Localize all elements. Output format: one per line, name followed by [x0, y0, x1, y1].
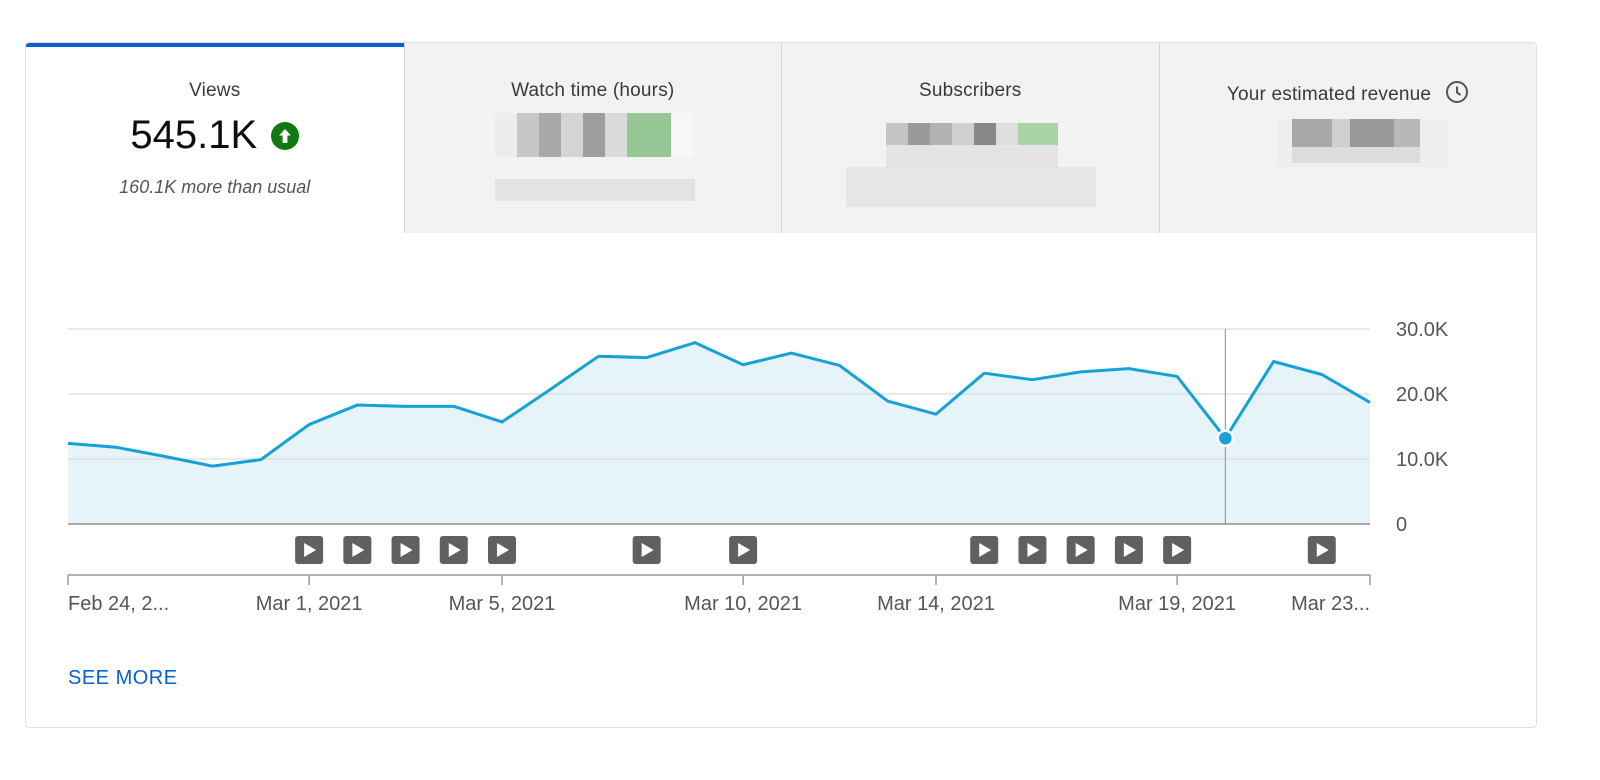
video-marker[interactable] [1018, 536, 1047, 564]
y-tick-label: 20.0K [1396, 384, 1449, 406]
video-marker[interactable] [632, 536, 661, 564]
tab-title-text: Your estimated revenue [1226, 84, 1432, 106]
video-marker[interactable] [391, 536, 420, 564]
video-marker[interactable] [343, 536, 372, 564]
y-tick-label: 10.0K [1396, 449, 1449, 471]
highlight-point [1216, 429, 1235, 447]
tab-title: Watch time (hours) [511, 80, 675, 101]
x-tick-label: Mar 14, 2021 [877, 593, 995, 615]
tab-subscribers[interactable]: Subscribers [781, 43, 1159, 233]
video-marker[interactable] [1066, 536, 1095, 564]
play-icon [448, 543, 461, 557]
views-value: 545.1K [130, 113, 258, 157]
tab-watch-time[interactable]: Watch time (hours) [403, 43, 781, 233]
y-tick-label: 0 [1396, 514, 1407, 536]
redacted-value [1277, 119, 1448, 167]
tab-title: Subscribers [918, 80, 1022, 101]
analytics-card: Views 545.1K 160.1K more than usual Watc… [25, 42, 1537, 728]
x-tick-label: Mar 5, 2021 [449, 593, 556, 615]
x-tick-label: Mar 23... [1291, 593, 1370, 615]
x-tick-label: Mar 10, 2021 [684, 593, 802, 615]
metric-tabs: Views 545.1K 160.1K more than usual Watc… [26, 43, 1536, 233]
x-tick-label: Mar 19, 2021 [1118, 593, 1236, 615]
video-marker[interactable] [1114, 536, 1143, 564]
play-icon [1316, 543, 1329, 557]
tab-value: 545.1K [26, 113, 404, 158]
views-chart[interactable]: 30.0K 20.0K 10.0K 0 Feb 24, 2... Mar 1, 2021 M… [26, 43, 1536, 663]
video-marker[interactable] [488, 536, 516, 564]
video-marker[interactable] [1163, 536, 1192, 564]
play-icon [738, 543, 751, 557]
series-area [68, 342, 1370, 524]
redacted-value [846, 123, 1096, 209]
play-icon [1075, 543, 1088, 557]
video-marker[interactable] [1307, 536, 1336, 564]
video-marker[interactable] [970, 536, 999, 564]
tab-title: Views [189, 80, 241, 101]
play-icon [352, 543, 365, 557]
see-more-link[interactable]: SEE MORE [68, 667, 178, 689]
play-icon [1172, 543, 1185, 557]
video-marker[interactable] [295, 536, 324, 564]
x-tick-label: Feb 24, 2... [68, 593, 169, 615]
tab-estimated-revenue[interactable]: Your estimated revenue [1158, 43, 1537, 233]
tab-comparison: 160.1K more than usual [119, 177, 311, 197]
tab-title: Your estimated revenue [1160, 80, 1537, 110]
y-tick-label: 30.0K [1396, 319, 1449, 341]
play-icon [304, 543, 317, 557]
clock-icon[interactable] [1445, 80, 1469, 110]
play-icon [1123, 543, 1136, 557]
play-icon [641, 543, 654, 557]
redacted-value [494, 113, 695, 203]
play-icon [1027, 543, 1040, 557]
play-icon [400, 543, 413, 557]
tab-views[interactable]: Views 545.1K 160.1K more than usual [26, 43, 404, 233]
video-marker[interactable] [439, 536, 468, 564]
arrow-up-circle-icon [271, 121, 300, 150]
video-marker[interactable] [729, 536, 758, 564]
series-line [67, 341, 1371, 468]
play-icon [979, 543, 992, 557]
play-icon [497, 543, 509, 557]
x-tick-label: Mar 1, 2021 [256, 593, 363, 615]
